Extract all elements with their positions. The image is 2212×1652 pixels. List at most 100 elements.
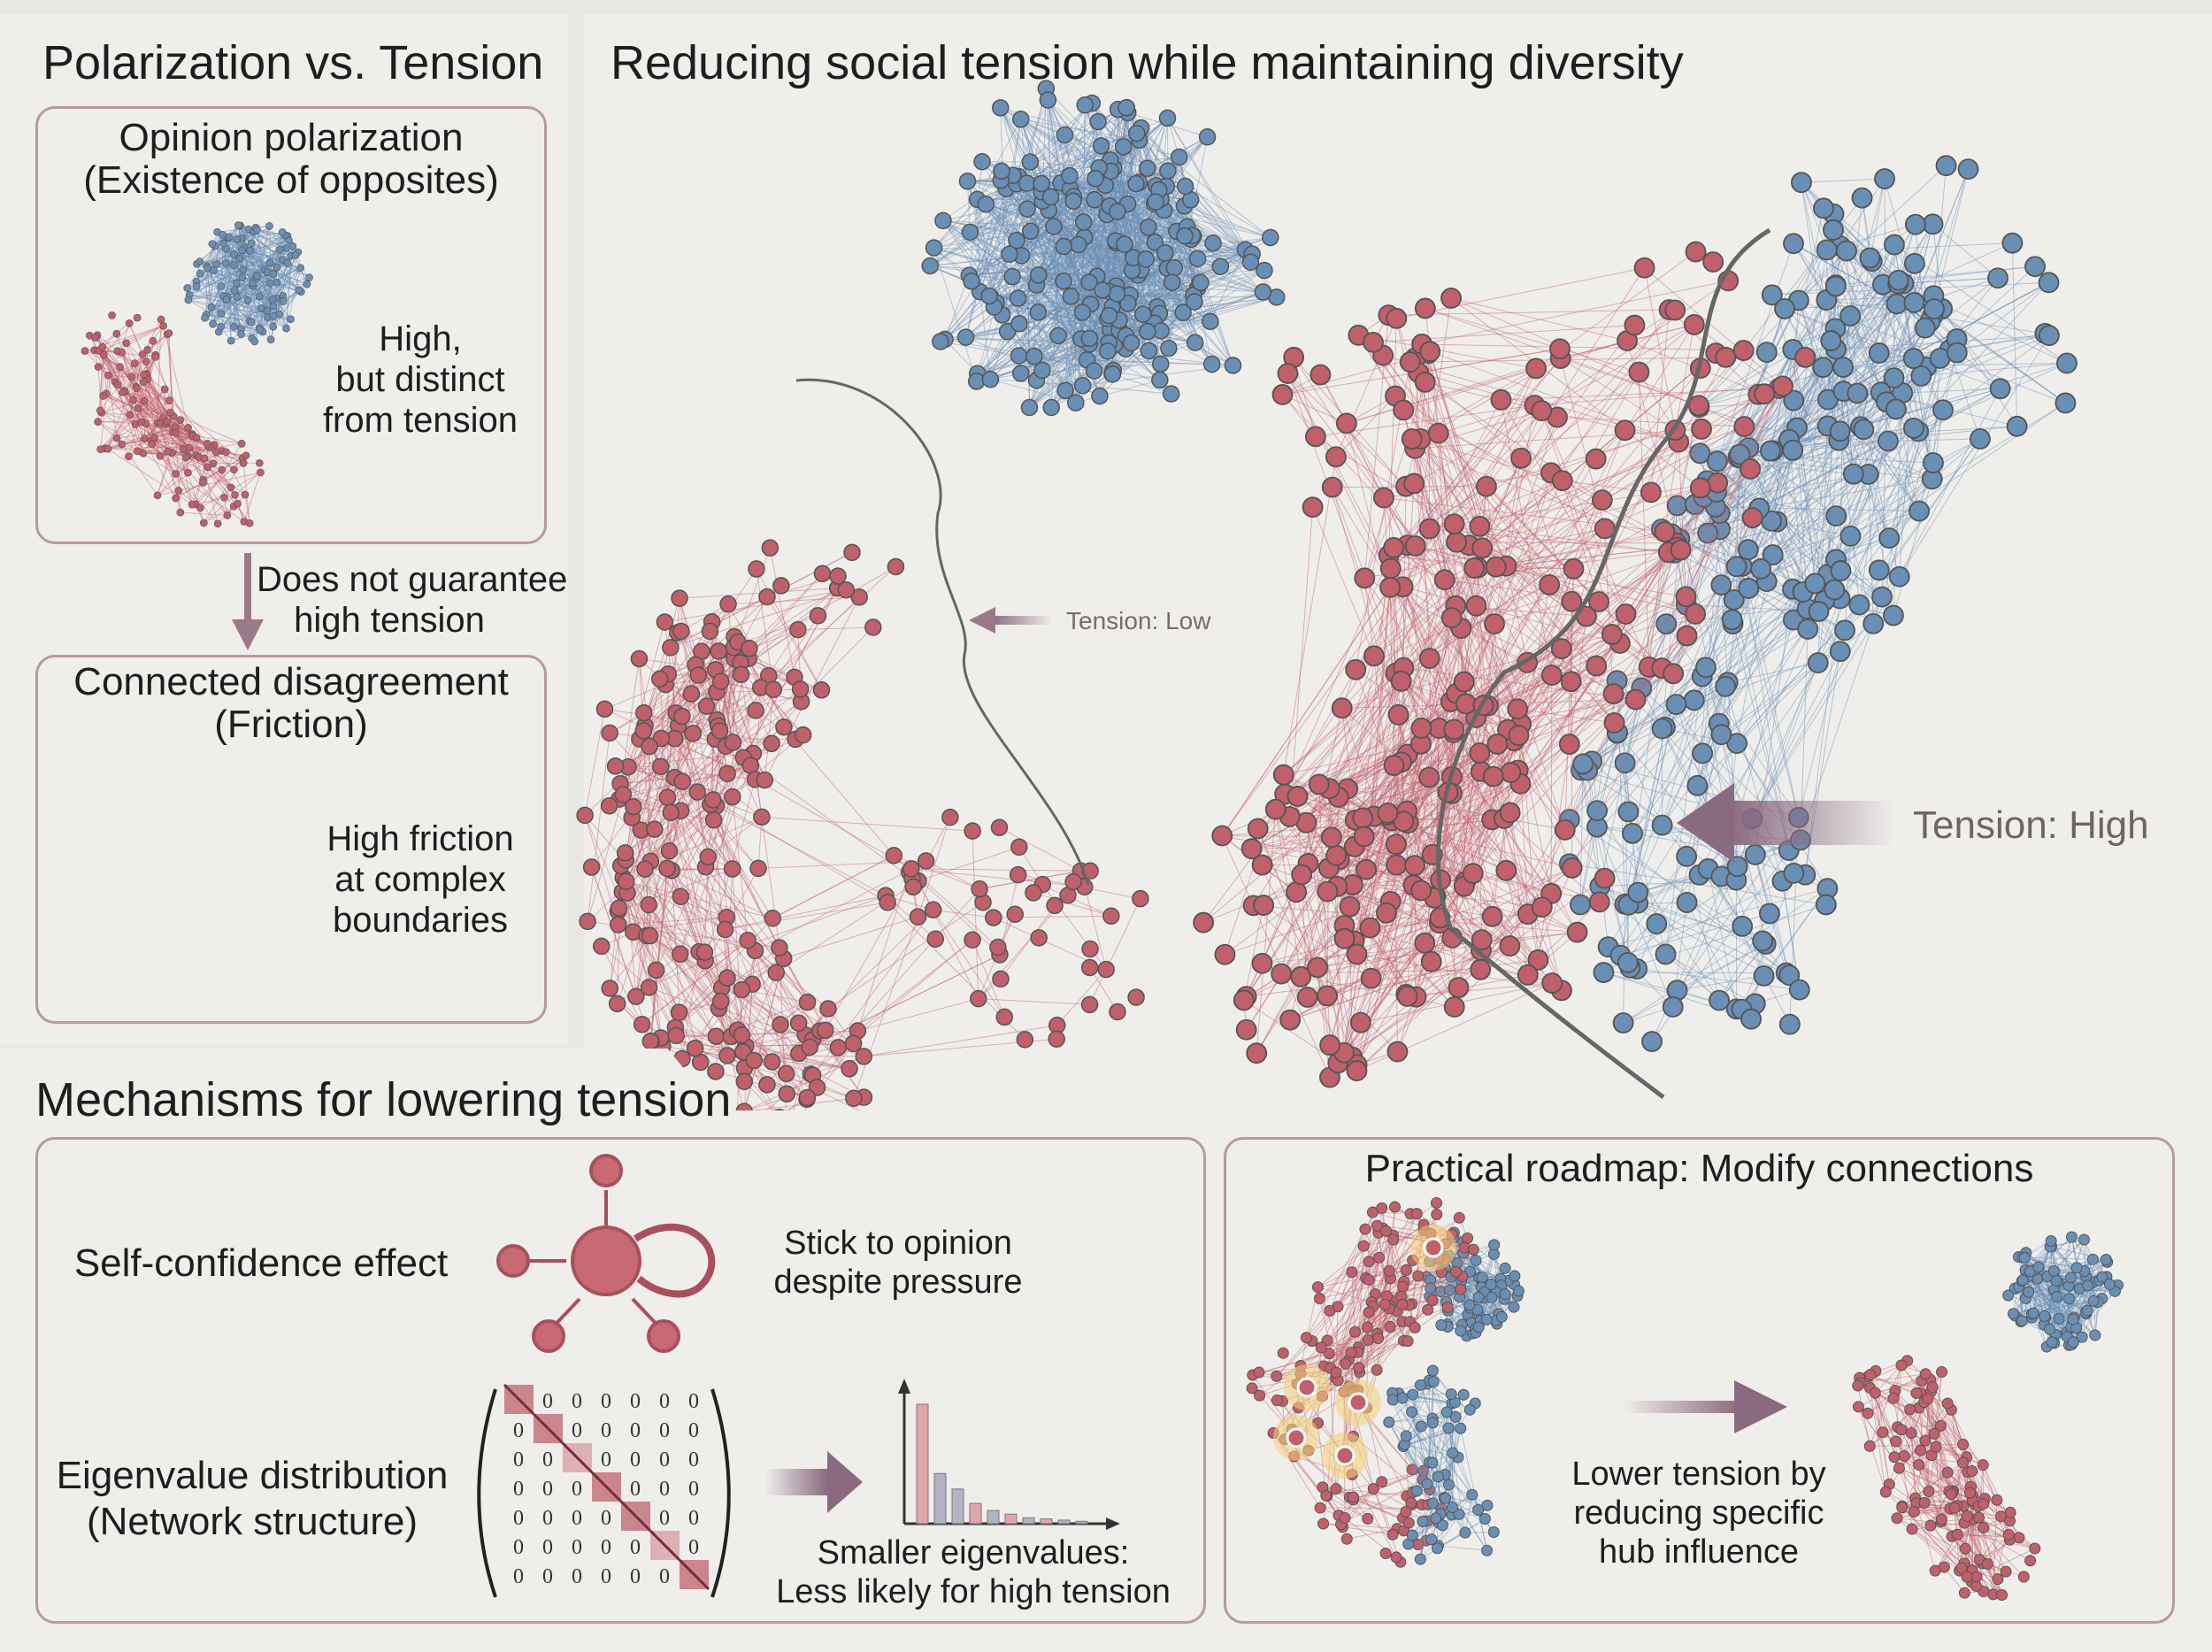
network-node bbox=[671, 589, 688, 607]
polarization-title-1: Opinion polarization bbox=[119, 116, 464, 159]
network-node bbox=[137, 418, 145, 426]
network-node bbox=[112, 329, 121, 338]
roadmap-note-2: reducing specific bbox=[1573, 1494, 1824, 1532]
network-node bbox=[1192, 273, 1210, 292]
network-node bbox=[219, 231, 227, 239]
network-node bbox=[1224, 357, 1242, 374]
network-node bbox=[246, 247, 254, 255]
network-node bbox=[991, 99, 1010, 117]
network-node bbox=[1118, 98, 1135, 117]
network-node bbox=[980, 287, 998, 305]
network-node bbox=[1062, 288, 1080, 305]
network-node bbox=[142, 357, 150, 365]
network-node bbox=[278, 228, 287, 236]
network-node bbox=[724, 788, 741, 806]
network-node bbox=[230, 322, 238, 331]
network-node bbox=[697, 697, 716, 715]
polarization-title-2: (Existence of opposites) bbox=[83, 158, 499, 202]
network-node bbox=[303, 280, 311, 288]
network-node bbox=[273, 263, 281, 272]
network-node bbox=[1080, 958, 1099, 977]
network-node bbox=[104, 371, 112, 380]
network-node bbox=[242, 451, 250, 460]
network-node bbox=[174, 487, 183, 495]
network-node bbox=[1162, 385, 1180, 403]
network-node bbox=[579, 912, 596, 931]
network-node bbox=[222, 296, 231, 304]
network-node bbox=[196, 503, 204, 512]
network-node bbox=[134, 447, 142, 456]
network-node bbox=[183, 284, 192, 292]
network-node bbox=[148, 440, 157, 449]
network-node bbox=[196, 257, 204, 265]
network-node bbox=[134, 404, 142, 412]
network-node bbox=[753, 808, 771, 826]
network-node bbox=[592, 937, 611, 956]
network-node bbox=[763, 1053, 781, 1071]
network-node bbox=[257, 468, 265, 477]
network-node bbox=[1085, 362, 1103, 380]
network-node bbox=[775, 718, 793, 736]
friction-title-1: Connected disagreement bbox=[73, 660, 509, 703]
network-node bbox=[227, 483, 235, 492]
network-node bbox=[1018, 200, 1036, 218]
network-node bbox=[200, 454, 209, 463]
network-node bbox=[118, 348, 127, 357]
network-node bbox=[1109, 203, 1126, 220]
network-node bbox=[990, 818, 1009, 836]
network-node bbox=[291, 250, 300, 259]
network-node bbox=[723, 860, 741, 878]
network-node bbox=[1116, 235, 1133, 253]
network-node bbox=[981, 371, 1000, 388]
polarization-note-2: but distinct bbox=[335, 360, 505, 399]
network-node bbox=[184, 423, 192, 432]
network-node bbox=[266, 279, 274, 288]
network-node bbox=[237, 440, 246, 448]
network-node bbox=[188, 500, 196, 509]
network-node bbox=[1099, 342, 1117, 360]
network-node bbox=[1127, 174, 1145, 193]
network-node bbox=[1100, 306, 1118, 325]
network-node bbox=[958, 173, 977, 190]
network-node bbox=[237, 330, 245, 338]
network-node bbox=[223, 511, 232, 519]
network-node bbox=[99, 392, 107, 400]
network-node bbox=[1087, 169, 1104, 188]
network-node bbox=[973, 153, 991, 171]
network-node bbox=[276, 245, 284, 254]
network-node bbox=[130, 359, 139, 367]
network-node bbox=[1202, 312, 1219, 331]
network-node bbox=[1003, 267, 1021, 286]
network-node bbox=[662, 803, 680, 822]
network-node bbox=[1039, 91, 1057, 109]
network-node bbox=[239, 459, 248, 467]
network-node bbox=[630, 649, 649, 668]
network-node bbox=[253, 272, 261, 280]
network-node bbox=[122, 339, 131, 348]
network-node bbox=[1188, 250, 1207, 268]
network-node bbox=[1133, 305, 1152, 323]
network-node bbox=[640, 979, 658, 996]
network-node bbox=[963, 273, 980, 290]
network-node bbox=[771, 939, 788, 957]
network-node bbox=[932, 333, 949, 350]
network-node bbox=[767, 964, 785, 982]
network-node bbox=[747, 702, 764, 719]
network-node bbox=[1086, 190, 1103, 209]
network-node bbox=[1091, 387, 1109, 405]
network-node bbox=[126, 411, 134, 419]
network-node bbox=[235, 254, 244, 263]
network-node bbox=[125, 319, 134, 327]
network-node bbox=[812, 681, 831, 699]
network-node bbox=[1202, 355, 1221, 373]
network-node bbox=[1025, 884, 1042, 902]
network-node bbox=[149, 336, 157, 345]
network-node bbox=[1103, 365, 1122, 383]
roadmap-note-3: hub influence bbox=[1598, 1533, 1800, 1571]
network-node bbox=[116, 363, 124, 372]
network-node bbox=[970, 989, 987, 1008]
network-node bbox=[233, 279, 241, 288]
network-node bbox=[1176, 227, 1194, 245]
network-node bbox=[218, 465, 227, 474]
